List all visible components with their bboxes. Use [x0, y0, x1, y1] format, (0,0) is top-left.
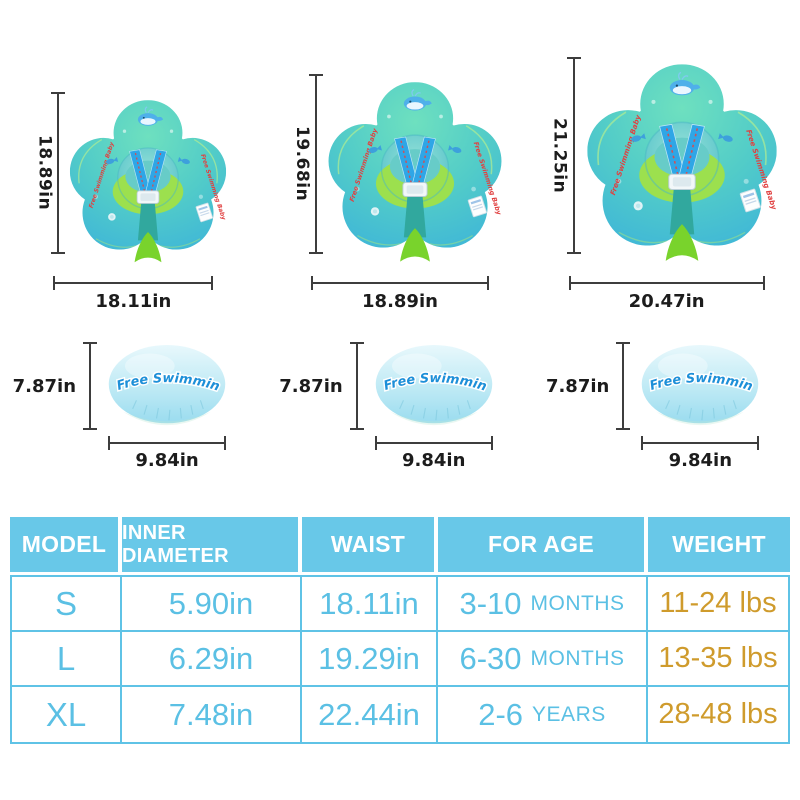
side-width-dim-line: [108, 436, 227, 450]
front-view-s: 18.89in: [34, 46, 232, 270]
side-width-label: 9.84in: [401, 450, 466, 471]
side-height-dim-line: [616, 342, 631, 430]
baby-float-side-image-s: [104, 340, 227, 427]
age-value: 6-30: [459, 640, 522, 676]
cell-weight-xl: 28-48 lbs: [648, 687, 788, 742]
header-model: MODEL: [10, 517, 122, 572]
cell-age-s: 3-10 MONTHS: [438, 577, 648, 632]
side-height-dim-line: [349, 342, 364, 430]
age-value: 2-6: [478, 696, 524, 732]
side-height-label: 7.87in: [545, 375, 610, 397]
age-unit: YEARS: [532, 702, 606, 726]
width-dim-line: [568, 276, 765, 290]
height-dimension-l: 19.68in: [291, 74, 323, 254]
header-weight: WEIGHT: [648, 517, 790, 572]
height-label-s: 18.89in: [34, 135, 55, 211]
header-for-age: FOR AGE: [438, 517, 648, 572]
size-table-body: S 5.90in 18.11in 3-10 MONTHS 11-24 lbs L…: [10, 575, 790, 744]
float-column-xl: 21.25in 20.47in: [533, 46, 800, 312]
side-column-s: 7.87in 9.84in: [0, 340, 267, 471]
side-column-xl: 7.87in 9.84in: [533, 340, 800, 471]
baby-float-side-image-l: [370, 340, 494, 427]
width-label-xl: 20.47in: [628, 291, 705, 312]
height-label-l: 19.68in: [291, 126, 312, 202]
cell-age-l: 6-30 MONTHS: [438, 632, 648, 687]
side-column-l: 7.87in 9.84in: [267, 340, 534, 471]
age-value: 3-10: [459, 585, 522, 621]
front-view-xl: 21.25in: [550, 46, 784, 270]
cell-waist-s: 18.11in: [302, 577, 438, 632]
baby-float-side-image-xl: [637, 340, 761, 427]
cell-weight-s: 11-24 lbs: [648, 577, 788, 632]
baby-float-front-image-s: [64, 89, 232, 270]
width-label-s: 18.11in: [95, 291, 172, 312]
header-waist: WAIST: [302, 517, 438, 572]
side-width-dim-line: [641, 436, 760, 450]
side-view-section: 7.87in 9.84in 7.87in 9.84in: [0, 340, 800, 471]
side-height-label: 7.87in: [279, 375, 343, 397]
cell-inner-s: 5.90in: [122, 577, 302, 632]
cell-model-l: L: [12, 632, 122, 687]
side-width-dim-line: [374, 436, 493, 450]
height-dimension-s: 18.89in: [34, 92, 66, 254]
front-view-l: 19.68in: [292, 46, 508, 270]
height-dimension-xl: 21.25in: [549, 57, 581, 254]
cell-waist-xl: 22.44in: [302, 687, 438, 742]
cell-inner-l: 6.29in: [122, 632, 302, 687]
float-column-l: 19.68in 18.89in: [267, 46, 534, 312]
cell-age-xl: 2-6 YEARS: [438, 687, 648, 742]
cell-inner-xl: 7.48in: [122, 687, 302, 742]
age-unit: MONTHS: [530, 591, 625, 615]
height-dim-line: [308, 74, 323, 254]
baby-float-front-image-xl: [580, 51, 784, 270]
cell-waist-l: 19.29in: [302, 632, 438, 687]
height-dim-line: [566, 57, 581, 254]
width-label-l: 18.89in: [362, 291, 438, 312]
size-table: MODEL INNER DIAMETER WAIST FOR AGE WEIGH…: [10, 517, 790, 744]
age-unit: MONTHS: [530, 646, 625, 670]
width-dim-line: [53, 276, 214, 290]
height-label-xl: 21.25in: [549, 117, 570, 194]
cell-model-xl: XL: [12, 687, 122, 742]
height-dim-line: [51, 92, 66, 254]
size-table-header: MODEL INNER DIAMETER WAIST FOR AGE WEIGH…: [10, 517, 790, 572]
side-width-label: 9.84in: [668, 450, 733, 471]
side-height-dim-line: [83, 342, 98, 430]
float-column-s: 18.89in 18.11in: [0, 46, 267, 312]
cell-model-s: S: [12, 577, 122, 632]
front-view-section: 18.89in 18.11in 19.68in 18.89in: [0, 0, 800, 312]
baby-float-front-image-l: [322, 70, 508, 270]
side-height-label: 7.87in: [12, 375, 77, 397]
cell-weight-l: 13-35 lbs: [648, 632, 788, 687]
side-width-label: 9.84in: [135, 450, 199, 471]
header-inner-diameter: INNER DIAMETER: [122, 517, 302, 572]
width-dim-line: [310, 276, 489, 290]
